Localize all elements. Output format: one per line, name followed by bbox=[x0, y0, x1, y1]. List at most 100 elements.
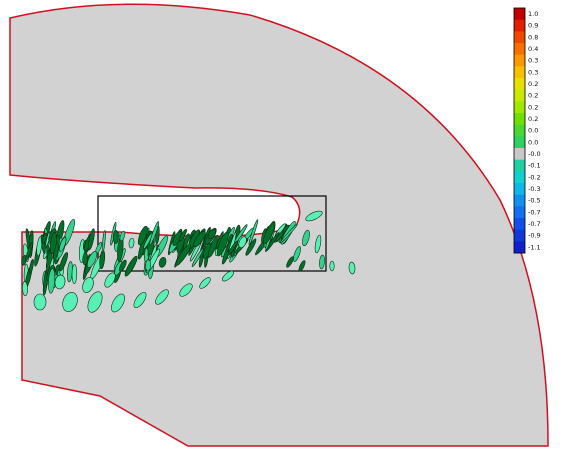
colorbar-tick-label: -0.5 bbox=[528, 197, 541, 205]
contour-blob bbox=[193, 230, 206, 248]
colorbar-swatch bbox=[514, 136, 525, 149]
colorbar-tick-label: 0.9 bbox=[528, 22, 538, 30]
contour-blob bbox=[54, 274, 66, 290]
colorbar-tick-label: 0.2 bbox=[528, 92, 538, 100]
contour-blob bbox=[199, 277, 211, 289]
contour-blob bbox=[62, 292, 78, 312]
contour-blob bbox=[22, 281, 28, 297]
contour-blob bbox=[25, 241, 34, 261]
contour-blob bbox=[319, 254, 325, 270]
colorbar-swatch bbox=[514, 206, 525, 219]
colorbar-tick-label: -0.7 bbox=[528, 220, 541, 228]
colorbar-swatch bbox=[514, 113, 525, 126]
contour-blob bbox=[124, 255, 138, 277]
colorbar-swatch bbox=[514, 171, 525, 184]
contour-blob bbox=[216, 231, 229, 257]
colorbar-swatch bbox=[514, 78, 525, 91]
colorbar-swatch bbox=[514, 183, 525, 196]
contour-blob bbox=[179, 283, 193, 297]
colorbar-legend: 1.0 0.9 0.8 0.4 0.3 0.3 0.2 0.2 0.2 0.2 0.0 0.0 -0.0… bbox=[513, 7, 541, 254]
colorbar-swatch bbox=[514, 148, 525, 161]
contour-blob bbox=[49, 231, 57, 255]
contour-blob bbox=[149, 221, 160, 246]
colorbar-swatch bbox=[514, 101, 525, 114]
colorbar-tick-label: 0.2 bbox=[528, 80, 538, 88]
contour-blob bbox=[36, 236, 43, 257]
colorbar-swatch bbox=[514, 8, 525, 21]
colorbar-swatch bbox=[514, 229, 525, 242]
contour-blob bbox=[86, 250, 98, 268]
contour-blob bbox=[207, 234, 219, 258]
colorbar-swatch bbox=[514, 124, 525, 137]
colorbar-tick-label: 0.2 bbox=[528, 103, 538, 111]
colorbar-tick-label: -1.1 bbox=[528, 243, 541, 251]
contour-blob bbox=[245, 238, 257, 256]
contour-blob bbox=[59, 237, 67, 252]
contour-blob bbox=[112, 230, 119, 244]
contour-blob bbox=[143, 232, 153, 250]
contour-blob bbox=[111, 293, 125, 313]
contour-blob bbox=[207, 228, 217, 240]
colorbar-tick-label: 0.2 bbox=[528, 115, 538, 123]
contour-blob bbox=[119, 259, 127, 272]
contour-blob bbox=[87, 291, 103, 313]
colorbar-tick-label: -0.0 bbox=[528, 150, 541, 158]
contour-blob bbox=[302, 229, 310, 247]
contour-blob bbox=[133, 291, 147, 309]
colorbar-swatch bbox=[514, 194, 525, 207]
contour-blob bbox=[137, 225, 148, 246]
colorbar-tick-label: 1.0 bbox=[528, 10, 538, 18]
contour-blob bbox=[179, 229, 187, 242]
colorbar-swatch bbox=[514, 54, 525, 67]
inset-rectangle bbox=[97, 195, 327, 272]
contour-blob bbox=[101, 230, 106, 253]
colorbar-frame bbox=[513, 7, 526, 254]
colorbar-swatch bbox=[514, 218, 525, 231]
contour-blob bbox=[305, 210, 323, 222]
colorbar-swatch bbox=[514, 66, 525, 79]
contour-blob bbox=[104, 272, 116, 288]
contour-blob bbox=[286, 256, 294, 268]
colorbar-tick-label: -0.9 bbox=[528, 232, 541, 240]
contour-blob bbox=[48, 268, 56, 294]
contour-blob bbox=[42, 232, 48, 244]
contour-blob bbox=[145, 259, 152, 272]
contour-blob bbox=[293, 246, 301, 262]
contour-blob bbox=[329, 260, 335, 272]
colorbar-tick-label: 0.4 bbox=[528, 45, 538, 53]
contour-blob bbox=[33, 293, 47, 311]
contour-blob bbox=[158, 257, 167, 268]
contour-blob bbox=[88, 228, 95, 251]
contour-blob bbox=[248, 219, 259, 246]
contour-blob bbox=[82, 252, 89, 266]
colorbar-swatch bbox=[514, 19, 525, 32]
colorbar-tick-label: -0.2 bbox=[528, 173, 541, 181]
contour-blob bbox=[227, 240, 238, 256]
contour-blob bbox=[59, 252, 69, 272]
contour-blob bbox=[191, 248, 204, 267]
contour-blob bbox=[280, 223, 298, 244]
colorbar-swatch bbox=[514, 31, 525, 44]
contour-blob bbox=[262, 221, 276, 245]
colorbar-tick-label: 0.0 bbox=[528, 138, 538, 146]
contour-blob bbox=[222, 270, 234, 282]
colorbar-tick-label: 0.3 bbox=[528, 57, 538, 65]
contour-blob bbox=[175, 244, 191, 266]
contour-blob bbox=[40, 234, 46, 255]
contour-blob bbox=[298, 260, 306, 272]
colorbar-swatch bbox=[514, 241, 525, 254]
colorbar-swatch bbox=[514, 43, 525, 56]
contour-blob bbox=[314, 234, 322, 254]
contour-blob bbox=[238, 236, 247, 249]
colorbar-tick-label: -0.1 bbox=[528, 162, 541, 170]
contour-blob bbox=[71, 264, 78, 284]
colorbar-tick-label: 0.8 bbox=[528, 33, 538, 41]
contour-blob bbox=[82, 276, 94, 294]
colorbar-tick-label: -0.7 bbox=[528, 208, 541, 216]
contour-blob bbox=[128, 237, 135, 249]
contour-blob bbox=[119, 230, 126, 242]
colorbar-swatch bbox=[514, 159, 525, 172]
colorbar-tick-label: 0.0 bbox=[528, 127, 538, 135]
colorbar-swatch bbox=[514, 89, 525, 102]
